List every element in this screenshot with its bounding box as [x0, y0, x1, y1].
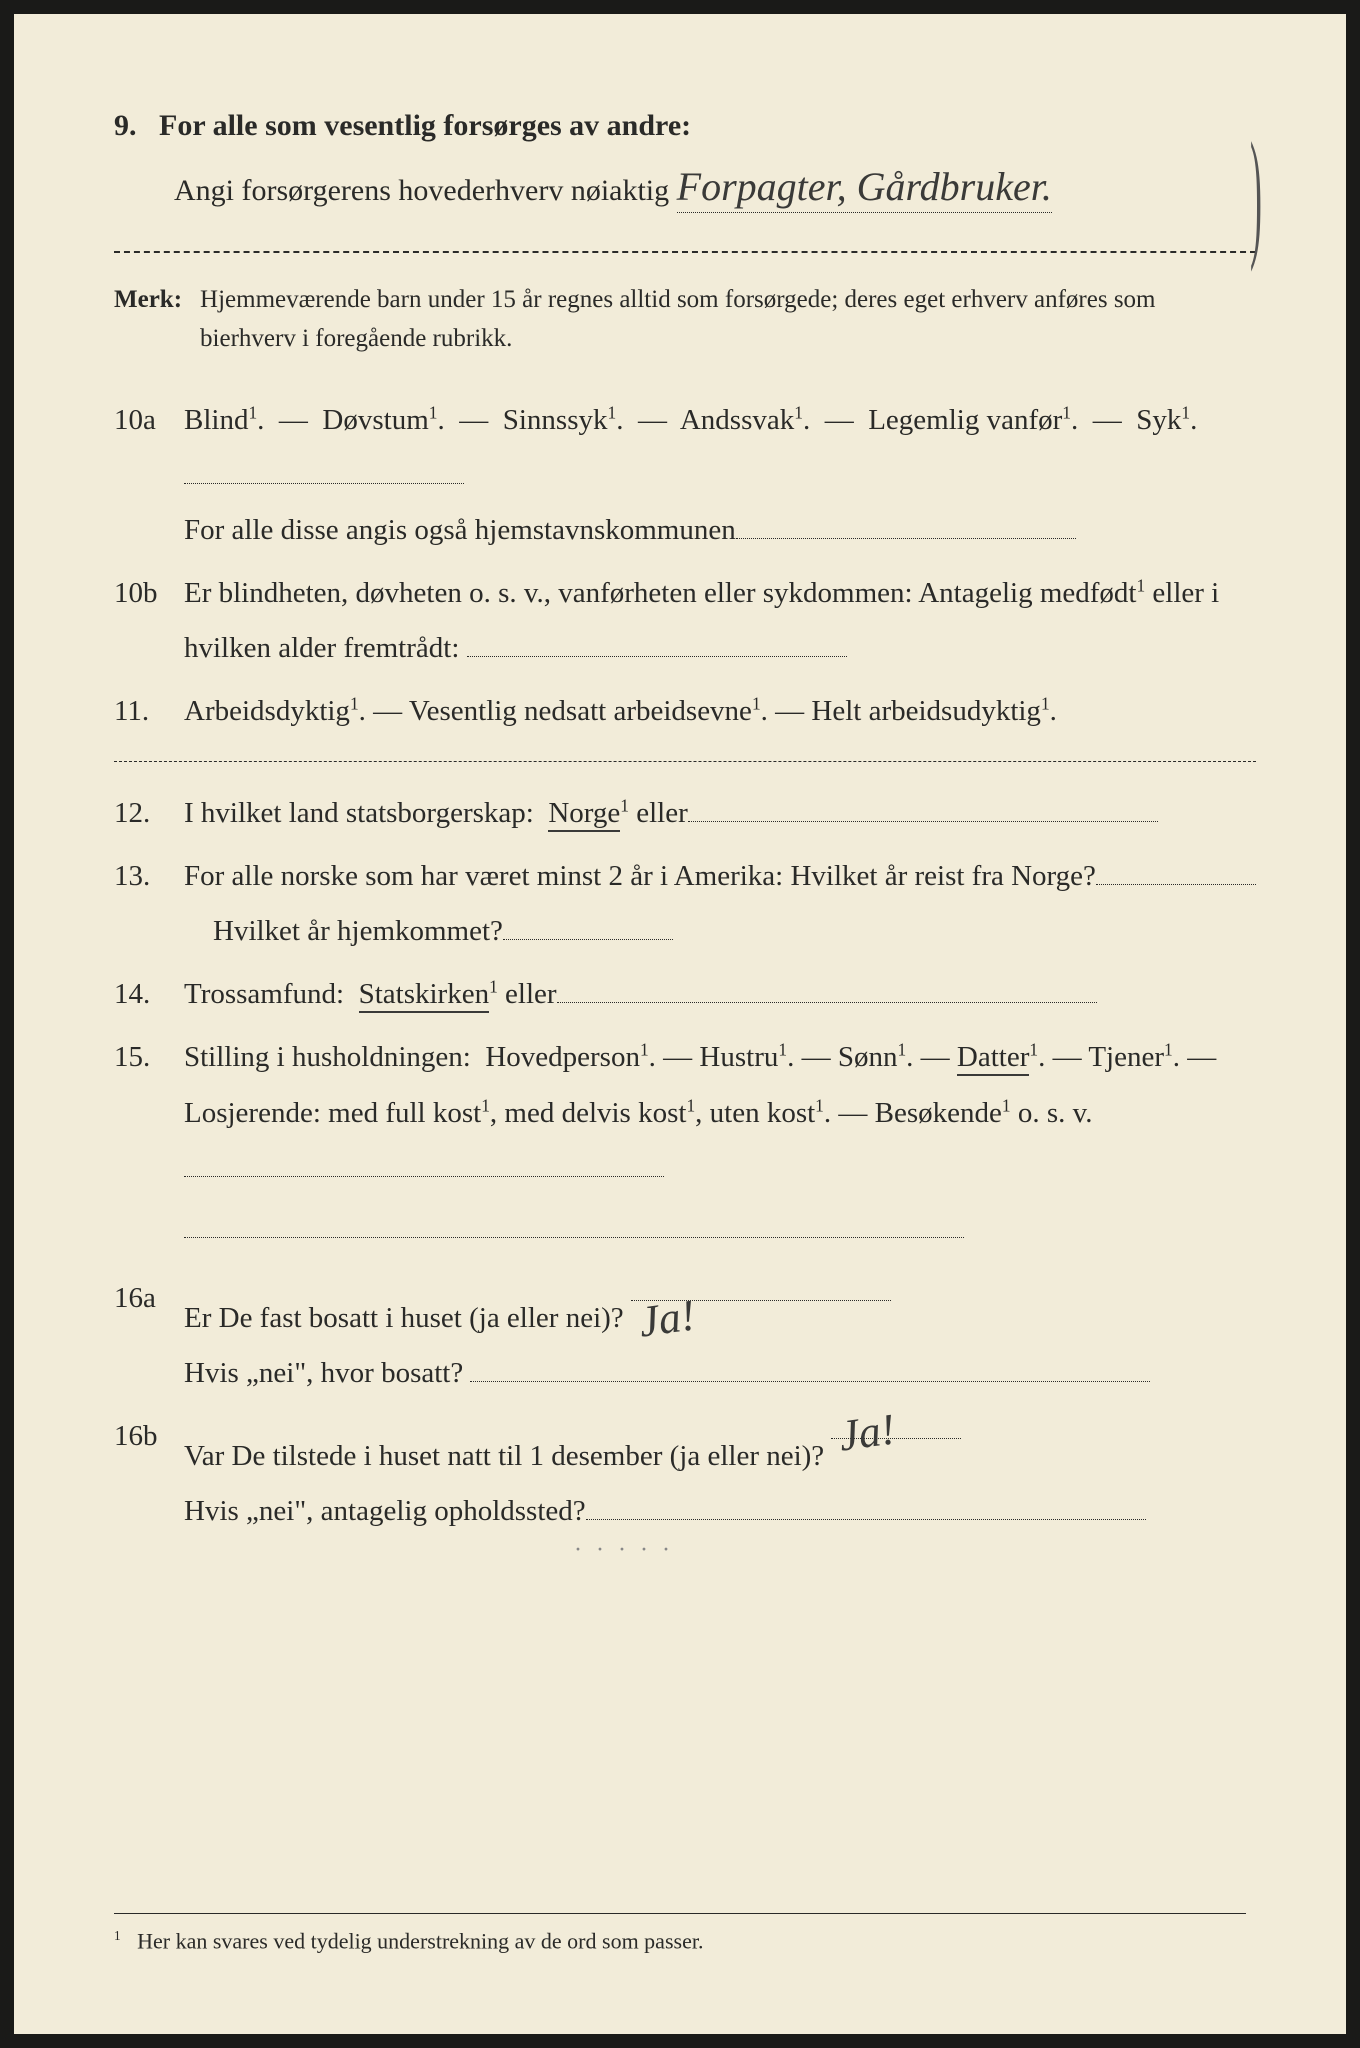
q11-number: 11.	[114, 684, 184, 739]
q10b-text1: Er blindheten, døvheten o. s. v., vanfør…	[184, 577, 1136, 609]
q16a-text1: Er De fast bosatt i huset (ja eller nei)…	[184, 1302, 624, 1334]
divider	[114, 761, 1256, 762]
q10a: 10a Blind1. — Døvstum1. — Sinnssyk1. — A…	[114, 393, 1256, 558]
opt-datter: Datter	[957, 1041, 1029, 1076]
q16a-body: Er De fast bosatt i huset (ja eller nei)…	[184, 1271, 1256, 1401]
q13: 13. For alle norske som har været minst …	[114, 849, 1256, 959]
merk-text: Hjemmeværende barn under 15 år regnes al…	[200, 281, 1256, 359]
q10b: 10b Er blindheten, døvheten o. s. v., va…	[114, 566, 1256, 676]
divider	[114, 251, 1256, 253]
q10a-number: 10a	[114, 393, 184, 558]
q9-answer: Forpagter, Gårdbruker.	[677, 163, 1052, 213]
q14-text1: Trossamfund:	[184, 978, 344, 1010]
q14-number: 14.	[114, 967, 184, 1022]
merk-note: Merk: Hjemmeværende barn under 15 år reg…	[114, 281, 1256, 359]
q12-text2: eller	[636, 797, 688, 829]
footnote: 1 Her kan svares ved tydelig understrekn…	[114, 1913, 1246, 1954]
q14-underlined: Statskirken	[359, 978, 490, 1013]
smudge-mark: · · · · ·	[574, 1537, 674, 1564]
opt-andssvak: Andssvak	[680, 404, 794, 436]
q10b-body: Er blindheten, døvheten o. s. v., vanfør…	[184, 566, 1256, 676]
q14-body: Trossamfund: Statskirken1 eller	[184, 967, 1256, 1022]
q13-body: For alle norske som har været minst 2 år…	[184, 849, 1256, 959]
merk-label: Merk:	[114, 281, 182, 359]
q15-body: Stilling i husholdningen: Hovedperson1. …	[184, 1030, 1256, 1256]
q13-text2: Hvilket år hjemkommet?	[213, 915, 503, 947]
opt-sinnssyk: Sinnssyk	[503, 404, 608, 436]
q15-text1: Stilling i husholdningen:	[184, 1041, 471, 1073]
q9-subline: Angi forsørgerens hovederhverv nøiaktig …	[174, 163, 1256, 213]
opt-syk: Syk	[1136, 404, 1181, 436]
q16b-text2: Hvis „nei", antagelig opholdssted?	[184, 1495, 586, 1527]
q16b: 16b Var De tilstede i huset natt til 1 d…	[114, 1409, 1256, 1539]
q15-text6: o. s. v.	[1011, 1097, 1093, 1129]
q16b-answer: Ja!	[834, 1387, 901, 1478]
q9-subline-text: Angi forsørgerens hovederhverv nøiaktig	[174, 174, 669, 207]
q10a-line2: For alle disse angis også hjemstavnskomm…	[184, 514, 736, 546]
q12-body: I hvilket land statsborgerskap: Norge1 e…	[184, 786, 1256, 841]
q14: 14. Trossamfund: Statskirken1 eller	[114, 967, 1256, 1022]
q16a-answer: Ja!	[633, 1273, 700, 1364]
q12-number: 12.	[114, 786, 184, 841]
q16b-body: Var De tilstede i huset natt til 1 desem…	[184, 1409, 1256, 1539]
q10a-body: Blind1. — Døvstum1. — Sinnssyk1. — Andss…	[184, 393, 1256, 558]
q9-heading-text: For alle som vesentlig forsørges av andr…	[159, 109, 691, 142]
footnote-text: Her kan svares ved tydelig understreknin…	[137, 1928, 703, 1953]
opt-arbeidsdyktig: Arbeidsdyktig	[184, 695, 350, 727]
opt-sonn: Sønn	[838, 1041, 898, 1073]
q9-heading: 9. For alle som vesentlig forsørges av a…	[114, 109, 1256, 143]
q11-body: Arbeidsdyktig1. — Vesentlig nedsatt arbe…	[184, 684, 1256, 739]
q16b-number: 16b	[114, 1409, 184, 1539]
footnote-marker: 1	[114, 1928, 121, 1943]
q15-text3: , med delvis kost	[490, 1097, 687, 1129]
q11: 11. Arbeidsdyktig1. — Vesentlig nedsatt …	[114, 684, 1256, 739]
q15-number: 15.	[114, 1030, 184, 1256]
opt-hustru: Hustru	[699, 1041, 778, 1073]
opt-hovedperson: Hovedperson	[485, 1041, 640, 1073]
opt-udyktig: Helt arbeidsudyktig	[811, 695, 1041, 727]
q12-text1: I hvilket land statsborgerskap:	[184, 797, 534, 829]
q13-number: 13.	[114, 849, 184, 959]
q15: 15. Stilling i husholdningen: Hovedperso…	[114, 1030, 1256, 1256]
opt-nedsatt: Vesentlig nedsatt arbeidsevne	[409, 695, 752, 727]
q9-number: 9.	[114, 109, 137, 142]
q12: 12. I hvilket land statsborgerskap: Norg…	[114, 786, 1256, 841]
q14-text2: eller	[505, 978, 557, 1010]
opt-vanfor: Legemlig vanfør	[868, 404, 1062, 436]
q10b-number: 10b	[114, 566, 184, 676]
q16a-text2: Hvis „nei", hvor bosatt?	[184, 1357, 463, 1389]
document-page: 9. For alle som vesentlig forsørges av a…	[0, 0, 1360, 2048]
opt-blind: Blind	[184, 404, 248, 436]
bracket-glyph: )	[1250, 121, 1262, 265]
q15-text2: Losjerende: med full kost	[184, 1097, 481, 1129]
q12-underlined: Norge	[548, 797, 620, 832]
q16b-text1: Var De tilstede i huset natt til 1 desem…	[184, 1440, 824, 1472]
opt-dovstum: Døvstum	[322, 404, 428, 436]
q15-text4: , uten kost	[695, 1097, 815, 1129]
q16a-number: 16a	[114, 1271, 184, 1401]
q15-text5: . — Besøkende	[824, 1097, 1002, 1129]
q13-text1: For alle norske som har været minst 2 år…	[184, 860, 1096, 892]
q16a: 16a Er De fast bosatt i huset (ja eller …	[114, 1271, 1256, 1401]
opt-tjener: Tjener	[1088, 1041, 1164, 1073]
